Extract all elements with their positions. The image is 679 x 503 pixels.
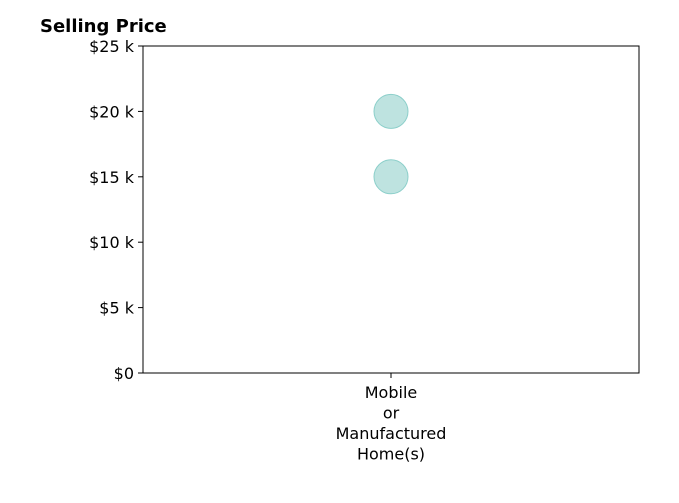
y-axis: $0 $5 k $10 k $15 k $20 k $25 k [89, 37, 143, 383]
chart-title: Selling Price [40, 16, 167, 37]
x-axis: Mobile or Manufactured Home(s) [336, 373, 447, 464]
data-point[interactable] [373, 159, 409, 195]
y-tick-label: $10 k [89, 233, 135, 252]
x-tick-label-line: Manufactured [336, 424, 447, 443]
x-tick-label: Mobile or Manufactured Home(s) [336, 383, 447, 464]
y-tick-label: $5 k [99, 299, 134, 318]
y-tick-label: $20 k [89, 102, 135, 121]
y-tick-label: $15 k [89, 168, 135, 187]
x-tick-label-line: or [383, 404, 400, 423]
data-point[interactable] [373, 93, 409, 129]
y-tick-label: $0 [114, 364, 134, 383]
x-tick-label-line: Mobile [365, 383, 417, 402]
y-tick-label: $25 k [89, 37, 135, 56]
data-points [373, 93, 409, 195]
x-tick-label-line: Home(s) [357, 445, 425, 464]
